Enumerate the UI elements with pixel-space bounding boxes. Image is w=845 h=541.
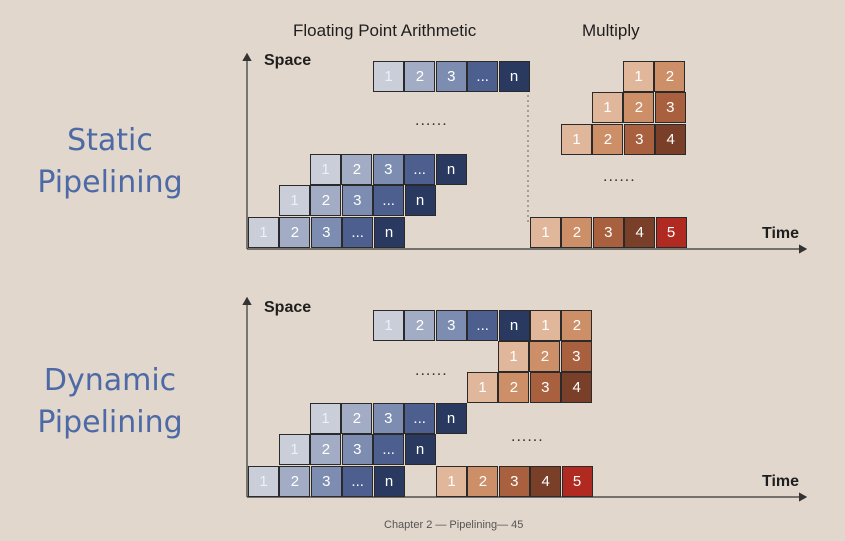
- dynamic-mul-row-a-cell-2: 2: [529, 341, 561, 372]
- static-fp-row-3-cell-2: 2: [341, 154, 373, 185]
- static-fp-row-n-cell-2: 2: [404, 61, 436, 92]
- static-fp-row-n-cell-5: n: [498, 61, 530, 92]
- static-fp-row-2-cell-1: 1: [279, 185, 310, 216]
- static-mul-ellipsis: ......: [603, 168, 636, 185]
- static-mul-row-c-cell-3: 3: [623, 124, 655, 155]
- static-time-label: Time: [762, 225, 800, 242]
- dynamic-mul-row-b-cell-4: 4: [561, 372, 593, 403]
- dynamic-mul-row-1-cell-3: 3: [498, 466, 530, 497]
- dynamic-fp-row-1-cell-4: ...: [342, 466, 374, 497]
- static-fp-row-2-cell-5: n: [404, 185, 436, 216]
- static-mul-row-1-cell-5: 5: [655, 217, 687, 248]
- static-fp-row-3-cell-3: 3: [372, 154, 404, 185]
- static-mul-row-b-cell-1: 1: [592, 92, 623, 123]
- dynamic-fp-row-n-cell-4: ...: [467, 310, 499, 341]
- static-fp-row-2-cell-4: ...: [373, 185, 405, 216]
- dynamic-fp-row-2-cell-5: n: [404, 434, 436, 465]
- dynamic-mul-row-1-cell-1: 1: [436, 466, 467, 497]
- dynamic-mul-row-1-cell-5: 5: [561, 466, 593, 497]
- dynamic-title-line2: Pipelining: [37, 405, 183, 440]
- dynamic-fp-row-1-cell-3: 3: [310, 466, 342, 497]
- dynamic-mul-row-b-cell-2: 2: [498, 372, 530, 403]
- static-mul-row-1-cell-1: 1: [530, 217, 561, 248]
- static-mul-row-c-cell-1: 1: [561, 124, 592, 155]
- static-mul-row-b-cell-3: 3: [654, 92, 686, 123]
- static-title-line2: Pipelining: [37, 165, 183, 200]
- dynamic-mul-row-1-cell-2: 2: [467, 466, 499, 497]
- dynamic-title-line1: Dynamic: [43, 363, 177, 398]
- static-pipelining-title: Static Pipelining: [30, 120, 190, 204]
- dynamic-fp-row-2-cell-4: ...: [373, 434, 405, 465]
- dynamic-fp-row-1-cell-5: n: [373, 466, 405, 497]
- static-fp-row-n-cell-1: 1: [373, 61, 404, 92]
- static-mul-row-1-cell-4: 4: [624, 217, 656, 248]
- dynamic-fp-row-n-cell-2: 2: [404, 310, 436, 341]
- dynamic-pipelining-title: Dynamic Pipelining: [30, 360, 190, 444]
- dynamic-fp-row-2-cell-2: 2: [310, 434, 342, 465]
- static-fp-ellipsis: ......: [415, 112, 448, 129]
- static-fp-row-3-cell-4: ...: [404, 154, 436, 185]
- dynamic-fp-row-2-cell-3: 3: [341, 434, 373, 465]
- static-fp-row-3-cell-1: 1: [310, 154, 341, 185]
- dynamic-fp-row-3-cell-1: 1: [310, 403, 341, 434]
- dynamic-mul-row-b-cell-1: 1: [467, 372, 498, 403]
- static-fp-row-1-cell-1: 1: [248, 217, 279, 248]
- static-mul-row-a-cell-2: 2: [654, 61, 686, 92]
- slide-footer: Chapter 2 — Pipelining— 45: [384, 519, 524, 531]
- dynamic-fp-row-3-cell-2: 2: [341, 403, 373, 434]
- static-fp-row-1-cell-3: 3: [310, 217, 342, 248]
- static-fp-row-2-cell-2: 2: [310, 185, 342, 216]
- dynamic-fp-row-n-cell-1: 1: [373, 310, 404, 341]
- dynamic-fp-row-3-cell-5: n: [435, 403, 467, 434]
- dynamic-fp-row-3-cell-3: 3: [372, 403, 404, 434]
- static-space-label: Space: [264, 52, 312, 69]
- dynamic-space-label: Space: [264, 299, 312, 316]
- dynamic-mul-row-b-cell-3: 3: [529, 372, 561, 403]
- static-mul-row-c-cell-2: 2: [592, 124, 624, 155]
- static-mul-row-a-cell-1: 1: [623, 61, 654, 92]
- fp-header: Floating Point Arithmetic: [293, 21, 477, 40]
- dynamic-fp-row-2-cell-1: 1: [279, 434, 310, 465]
- dynamic-fp-row-n-cell-3: 3: [435, 310, 467, 341]
- static-fp-row-1-cell-2: 2: [279, 217, 311, 248]
- dynamic-fp-row-n-cell-5: n: [498, 310, 530, 341]
- static-mul-row-1-cell-3: 3: [592, 217, 624, 248]
- static-fp-row-n-cell-4: ...: [467, 61, 499, 92]
- dynamic-fp-ellipsis: ......: [415, 362, 448, 379]
- dynamic-mul-row-n-cell-1: 1: [530, 310, 561, 341]
- static-title-line1: Static: [67, 123, 153, 158]
- dynamic-fp-row-1-cell-2: 2: [279, 466, 311, 497]
- static-mul-row-b-cell-2: 2: [623, 92, 655, 123]
- dynamic-mul-row-1-cell-4: 4: [530, 466, 562, 497]
- dynamic-mul-row-n-cell-2: 2: [561, 310, 593, 341]
- dynamic-time-label: Time: [762, 473, 800, 490]
- multiply-header: Multiply: [582, 21, 640, 40]
- dynamic-fp-row-1-cell-1: 1: [248, 466, 279, 497]
- static-mul-row-c-cell-4: 4: [655, 124, 687, 155]
- static-fp-row-2-cell-3: 3: [341, 185, 373, 216]
- static-fp-row-1-cell-4: ...: [342, 217, 374, 248]
- static-fp-row-n-cell-3: 3: [435, 61, 467, 92]
- static-mul-row-1-cell-2: 2: [561, 217, 593, 248]
- dynamic-mul-row-a-cell-3: 3: [560, 341, 592, 372]
- static-fp-row-1-cell-5: n: [373, 217, 405, 248]
- dynamic-mul-ellipsis: ......: [511, 428, 544, 445]
- dynamic-mul-row-a-cell-1: 1: [498, 341, 529, 372]
- static-fp-row-3-cell-5: n: [435, 154, 467, 185]
- dynamic-fp-row-3-cell-4: ...: [404, 403, 436, 434]
